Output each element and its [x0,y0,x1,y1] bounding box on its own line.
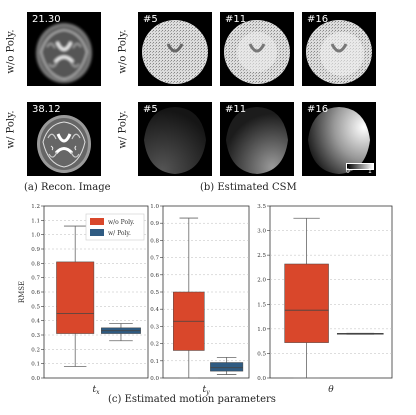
tick-label: 0.7 [150,256,159,262]
tick-label: 0.0 [31,376,40,382]
tick-label: 0.2 [31,347,40,353]
csm-coil-label: #16 [307,104,329,115]
tick-label: 1.5 [257,302,266,308]
x-axis-label: tx [92,385,100,396]
csm-smooth-map [226,107,288,174]
tick-label: 0.4 [31,319,40,325]
csm-coil-label: #5 [143,14,158,25]
tick-label: 1.2 [31,204,40,210]
x-axis-label: θ [328,385,334,395]
row-label-csm-without-poly: w/o Poly. [117,29,129,74]
tick-label: 0.1 [31,362,40,368]
box [56,261,95,334]
tick-label: 0.8 [31,261,40,267]
tick-label: 0.5 [257,351,266,357]
legend-label: w/ Poly. [108,230,131,237]
brain-slice-blurry [36,23,92,83]
csm-with-poly-coil-16: #16 0 1 [302,102,376,176]
csm-without-poly-coil-11: #11 [220,12,294,86]
tick-label: 0.2 [150,342,159,348]
tick-label: 1.0 [150,204,159,210]
brain-slice-sharp [37,115,91,173]
csm-coil-label: #16 [307,14,329,25]
legend-swatch [90,218,104,225]
tick-label: 0.5 [31,304,40,310]
tick-label: 0.0 [150,376,159,382]
csm-coil-label: #11 [225,14,247,25]
recon-value-without-poly: 21.30 [32,14,61,25]
legend-swatch [90,229,104,236]
tick-label: 0.0 [257,376,266,382]
tick-label: 0.7 [31,276,40,282]
caption-c: (c) Estimated motion parameters [108,394,276,405]
csm-noisy-map [224,20,290,84]
recon-image-without-poly: 21.30 [27,12,101,86]
tick-label: 0.9 [150,221,159,227]
caption-a: (a) Recon. Image [24,182,111,193]
caption-b: (b) Estimated CSM [200,182,297,193]
csm-without-poly-coil-16: #16 [302,12,376,86]
tick-label: 0.3 [150,324,159,330]
tick-label: 1.0 [257,327,266,333]
tick-label: 3.5 [257,204,266,210]
csm-smooth-map [308,107,370,174]
tick-label: 2.0 [257,278,266,284]
x-axis-label: ty [202,385,210,396]
tick-label: 2.5 [257,253,266,259]
row-label-csm-with-poly: w/ Poly. [117,110,129,149]
csm-smooth-map [144,107,206,174]
tick-label: 0.8 [150,238,159,244]
row-label-with-poly: w/ Poly. [5,110,17,149]
y-axis-label: RMSE [18,281,26,303]
tick-label: 0.6 [31,290,40,296]
recon-image-with-poly: 38.12 [27,102,101,176]
motion-parameter-boxplots: 0.0 0.1 0.2 0.3 0.4 0.5 0.6 0.7 0.8 0.9 1.0 1.1 1.2 R… [18,204,393,396]
tick-label: 0.5 [150,290,159,296]
tick-label: 3.0 [257,229,266,235]
box [210,362,244,372]
tick-label: 0.4 [150,307,159,313]
csm-coil-label: #5 [143,104,158,115]
tick-label: 1.1 [31,218,40,224]
legend-label: w/o Poly. [108,219,135,226]
tick-label: 1.0 [31,233,40,239]
colorbar [346,163,374,170]
tick-label: 0.3 [31,333,40,339]
tick-label: 0.9 [31,247,40,253]
csm-with-poly-coil-5: #5 [138,102,212,176]
colorbar-min-label: 0 [346,168,350,175]
tick-label: 0.1 [150,359,159,365]
recon-value-with-poly: 38.12 [32,104,61,115]
row-label-without-poly: w/o Poly. [5,29,17,74]
csm-coil-label: #11 [225,104,247,115]
csm-noisy-map [142,20,208,84]
csm-with-poly-coil-11: #11 [220,102,294,176]
csm-noisy-map [306,20,372,84]
tick-label: 0.6 [150,273,159,279]
colorbar-max-label: 1 [368,168,372,175]
box [284,263,329,343]
csm-without-poly-coil-5: #5 [138,12,212,86]
